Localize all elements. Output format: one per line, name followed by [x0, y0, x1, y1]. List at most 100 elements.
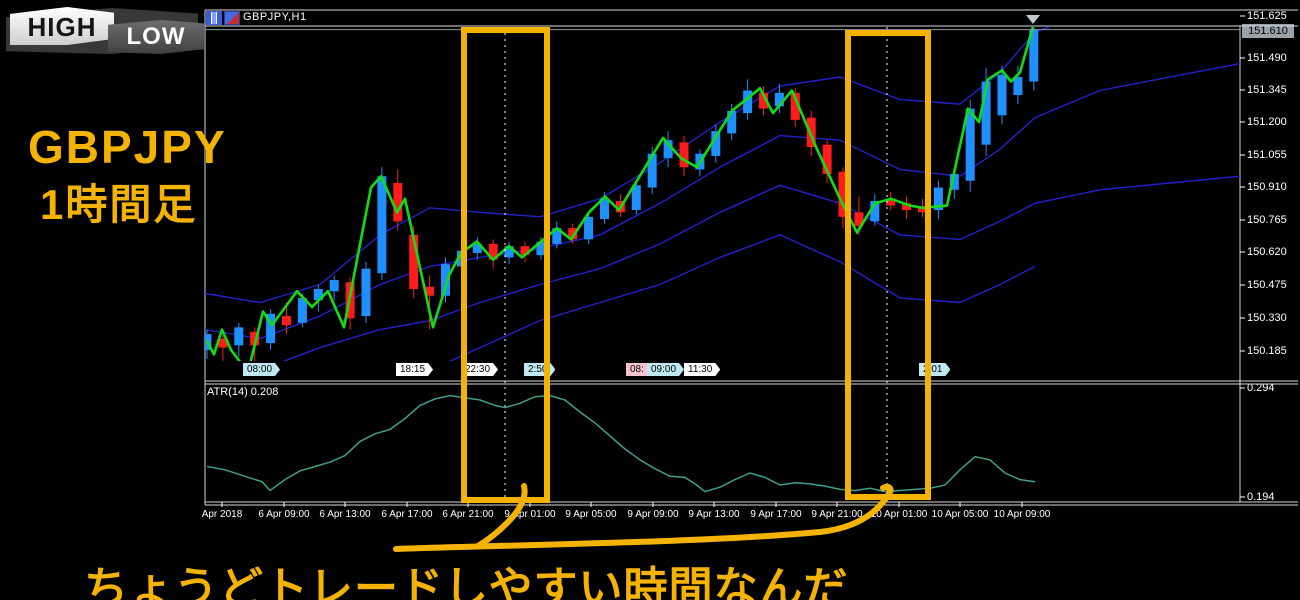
time-badge-2230[interactable]: 22:30	[461, 363, 498, 376]
bear-candle	[790, 92, 800, 120]
bear-candle	[759, 92, 768, 109]
bear-candle	[568, 228, 578, 240]
highlight-rect-2[interactable]	[845, 30, 931, 500]
pair-annotation-symbol: GBPJPY	[28, 121, 227, 173]
time-badge-1130[interactable]: 11:30	[684, 363, 720, 376]
bull-candle	[1029, 29, 1039, 82]
time-badge-0800[interactable]: 08:00	[243, 363, 280, 376]
bear-candle	[822, 144, 832, 174]
bull-candle	[266, 313, 276, 344]
price-axis-label: 150.330	[1247, 312, 1287, 324]
bear-candle	[250, 331, 260, 346]
price-axis-label: 151.345	[1247, 84, 1287, 96]
price-peak-marker	[1026, 15, 1040, 24]
time-axis-label: Apr 2018	[201, 509, 243, 520]
annotation-arrow-left[interactable]	[475, 483, 528, 549]
bull-candle	[297, 298, 307, 323]
price-axis-label: 151.490	[1247, 52, 1287, 64]
bear-candle	[520, 246, 530, 256]
pair-annotation-timeframe: 1時間足	[40, 181, 198, 228]
bear-candle	[488, 243, 498, 260]
price-axis-label: 151.055	[1247, 149, 1287, 161]
bear-candle	[218, 338, 228, 348]
atr-axis-label: 0.294	[1247, 382, 1275, 394]
band-line-0	[205, 27, 1052, 304]
highlow-logo: HIGH LOW	[6, 4, 204, 56]
time-badge-1815[interactable]: 18:15	[396, 363, 433, 376]
bull-candle	[329, 279, 339, 292]
bull-candle	[774, 92, 784, 107]
bull-candle	[965, 108, 975, 181]
bull-candle	[663, 140, 673, 159]
highlight-rect-1[interactable]	[461, 27, 550, 503]
bear-candle	[282, 316, 291, 326]
bear-candle	[886, 198, 896, 206]
zigzag-line	[205, 27, 1035, 361]
bull-candle	[504, 246, 514, 258]
bull-candle	[313, 288, 323, 301]
band-line-1	[205, 62, 1240, 340]
band-line-2	[282, 175, 1240, 361]
bull-candle	[377, 176, 387, 274]
quotes-grid-icon	[206, 11, 222, 25]
bull-candle	[711, 131, 721, 156]
time-badge-0900[interactable]: 09:00	[647, 363, 684, 376]
time-axis-label: 10 Apr 05:00	[931, 509, 989, 520]
bear-candle	[806, 117, 816, 147]
pair-annotation: GBPJPY 1時間足	[28, 118, 227, 234]
time-axis-label: 6 Apr 21:00	[442, 509, 494, 520]
time-axis-label: 9 Apr 17:00	[750, 509, 802, 520]
price-axis-label: 150.620	[1247, 246, 1287, 258]
bull-candle	[647, 153, 657, 188]
bull-candle	[997, 74, 1007, 116]
bull-candle	[441, 264, 450, 296]
bull-candle	[536, 241, 546, 256]
bear-candle	[409, 234, 419, 289]
price-axis-label: 150.910	[1247, 181, 1287, 193]
bull-candle	[472, 243, 482, 253]
time-axis-label: 9 Apr 05:00	[565, 509, 617, 520]
bear-candle	[918, 207, 927, 213]
bear-candle	[679, 142, 689, 168]
time-axis-label: 6 Apr 13:00	[319, 509, 371, 520]
price-axis-label: 151.625	[1247, 10, 1287, 22]
time-axis-label: 9 Apr 13:00	[688, 509, 740, 520]
logo-low-banner: LOW	[108, 20, 204, 54]
chart-symbol-title: GBPJPY,H1	[243, 11, 307, 23]
chart-file-icon	[224, 11, 240, 25]
bull-candle	[933, 187, 943, 211]
bear-candle	[854, 212, 864, 226]
time-badge-08[interactable]: 08:	[626, 363, 652, 376]
bull-candle	[361, 268, 371, 317]
bear-candle	[425, 286, 435, 296]
time-axis-label: 10 Apr 01:00	[870, 509, 928, 520]
bear-candle	[838, 171, 848, 217]
bull-candle	[234, 327, 244, 346]
bottom-annotation: ちょうどトレードしやすい時間なんだ	[84, 564, 849, 600]
bull-candle	[981, 81, 991, 145]
price-axis-label: 150.475	[1247, 279, 1287, 291]
time-axis-label: 9 Apr 09:00	[627, 509, 679, 520]
atr-pane[interactable]	[206, 394, 1036, 493]
logo-high-banner: HIGH	[10, 7, 114, 45]
chart-title-bar[interactable]: GBPJPY,H1	[205, 10, 1298, 26]
time-axis-label: 9 Apr 21:00	[811, 509, 863, 520]
bear-candle	[902, 203, 912, 211]
bull-candle	[727, 110, 737, 134]
main-pane[interactable]	[203, 0, 1241, 402]
bull-candle	[584, 216, 594, 240]
bull-candle	[631, 185, 641, 211]
price-axis-label: 150.185	[1247, 345, 1287, 357]
atr-axis-label: 0.194	[1247, 491, 1275, 503]
bull-candle	[870, 201, 880, 222]
bull-candle	[600, 198, 609, 220]
annotation-arrow-right[interactable]	[393, 483, 894, 552]
time-axis-label: 6 Apr 17:00	[381, 509, 433, 520]
atr-line	[206, 394, 1036, 493]
time-axis-label: 6 Apr 09:00	[258, 509, 310, 520]
bull-candle	[1013, 77, 1023, 96]
time-axis-label: 9 Apr 01:00	[504, 509, 556, 520]
price-axis-label: 151.200	[1247, 116, 1287, 128]
